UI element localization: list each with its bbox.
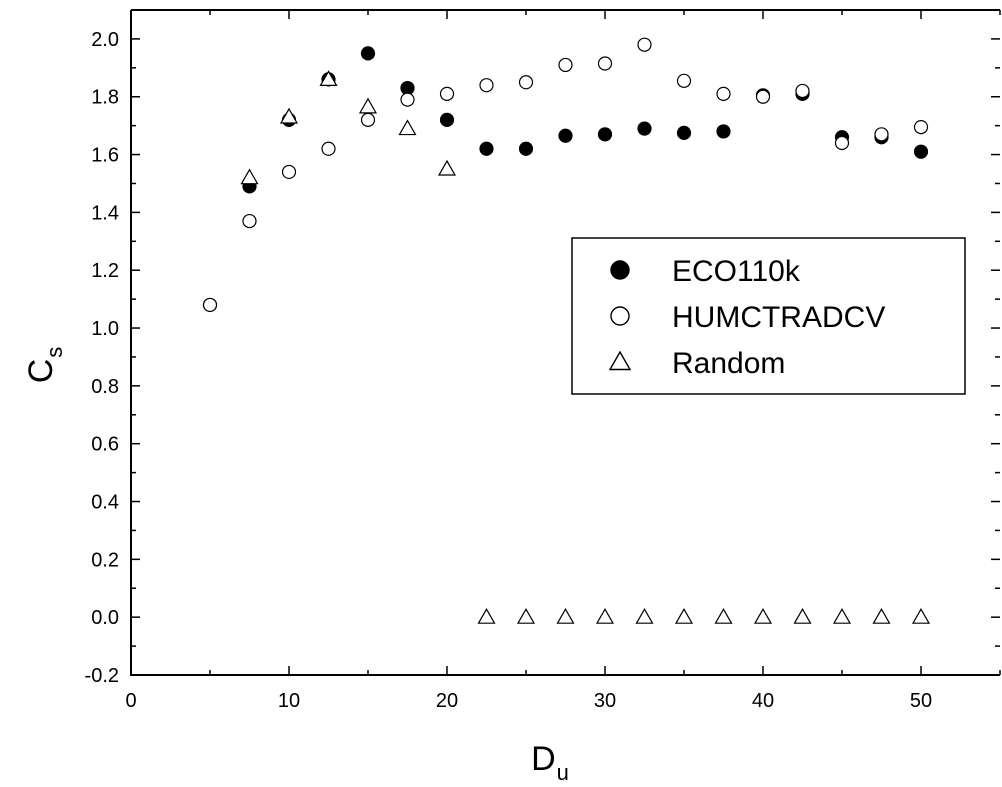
data-point — [637, 609, 653, 623]
x-axis-label-main: D — [531, 740, 556, 778]
data-point — [717, 87, 730, 100]
data-point — [479, 609, 495, 623]
data-point — [518, 609, 534, 623]
data-point — [480, 79, 493, 92]
data-point — [243, 215, 256, 228]
data-point — [204, 298, 217, 311]
y-axis-label-sub: s — [42, 347, 67, 358]
data-point — [638, 122, 651, 135]
x-tick-label: 40 — [752, 690, 774, 712]
data-point — [360, 99, 376, 113]
data-point — [597, 609, 613, 623]
y-tick-label: 2.0 — [91, 29, 119, 51]
data-point — [441, 113, 454, 126]
data-point — [755, 609, 771, 623]
legend-marker — [611, 307, 629, 325]
data-point — [678, 126, 691, 139]
data-point — [559, 58, 572, 71]
y-axis-label: Cs — [22, 347, 67, 384]
data-point — [599, 128, 612, 141]
y-tick-label: 0.2 — [91, 549, 119, 571]
y-tick-label: 1.2 — [91, 260, 119, 282]
data-point — [836, 137, 849, 150]
data-point — [441, 87, 454, 100]
data-point — [322, 142, 335, 155]
data-point — [599, 57, 612, 70]
data-point — [915, 121, 928, 134]
x-tick-label: 10 — [278, 690, 300, 712]
data-point — [480, 142, 493, 155]
legend-label: Random — [672, 347, 785, 380]
data-point — [678, 74, 691, 87]
y-tick-label: 1.6 — [91, 145, 119, 167]
data-point — [520, 142, 533, 155]
data-point — [242, 170, 258, 184]
y-tick-label: 0.4 — [91, 492, 119, 514]
legend-label: HUMCTRADCV — [672, 301, 885, 334]
data-point — [283, 165, 296, 178]
data-point — [401, 93, 414, 106]
y-tick-label: 1.0 — [91, 318, 119, 340]
legend: ECO110k HUMCTRADCV Random — [572, 238, 965, 394]
x-tick-label: 20 — [436, 690, 458, 712]
data-point — [717, 125, 730, 138]
y-tick-label: -0.2 — [85, 665, 119, 687]
legend-label: ECO110k — [672, 255, 801, 288]
y-tick-label: 1.4 — [91, 202, 119, 224]
data-point — [400, 121, 416, 135]
data-point — [439, 161, 455, 175]
data-point — [875, 128, 888, 141]
y-axis-label-main: C — [22, 359, 60, 384]
legend-marker — [611, 261, 629, 279]
x-axis-label: Du — [531, 740, 569, 785]
data-point — [676, 609, 692, 623]
data-point — [757, 90, 770, 103]
x-tick-label: 0 — [125, 690, 136, 712]
data-point — [796, 84, 809, 97]
data-point — [520, 76, 533, 89]
data-point — [362, 113, 375, 126]
data-point — [559, 129, 572, 142]
data-point — [913, 609, 929, 623]
y-tick-label: 0.8 — [91, 376, 119, 398]
data-point — [795, 609, 811, 623]
x-axis-label-sub: u — [557, 760, 569, 785]
data-point — [638, 38, 651, 51]
data-point — [558, 609, 574, 623]
y-tick-label: 1.8 — [91, 87, 119, 109]
data-point — [874, 609, 890, 623]
x-tick-label: 30 — [594, 690, 616, 712]
y-tick-label: 0.0 — [91, 607, 119, 629]
data-point — [362, 47, 375, 60]
data-point — [716, 609, 732, 623]
data-point — [915, 145, 928, 158]
data-point — [834, 609, 850, 623]
y-tick-label: 0.6 — [91, 434, 119, 456]
x-tick-label: 50 — [910, 690, 932, 712]
